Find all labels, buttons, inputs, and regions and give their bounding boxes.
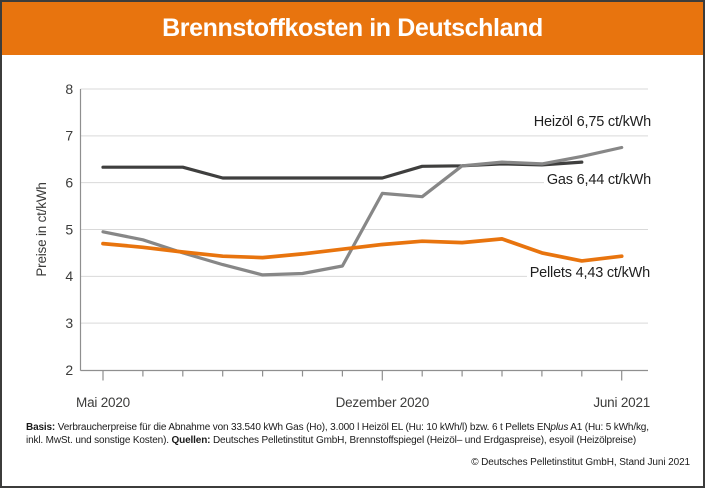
text-segment: Basis: (26, 422, 56, 433)
series-line-pellets (101, 237, 624, 263)
svg-text:Dezember 2020: Dezember 2020 (336, 395, 429, 410)
axes (79, 89, 648, 381)
text-segment: Verbraucherpreise für die Abnahme von 33… (55, 422, 551, 433)
text-segment: inkl. MwSt. und sonstige Kosten). (26, 435, 172, 446)
text-segment: Deutsches Pelletinstitut GmbH, Brennstof… (210, 435, 637, 446)
text-segment: A1 (Hu: 5 kWh/kg, (568, 422, 649, 433)
series-label-heizoel: Heizöl 6,75 ct/kWh (530, 114, 654, 131)
source-note-line-2: inkl. MwSt. und sonstige Kosten). Quelle… (26, 435, 636, 447)
series-line-heizöl (101, 145, 624, 277)
svg-text:5: 5 (65, 221, 73, 237)
svg-text:4: 4 (65, 268, 73, 284)
copyright-note: © Deutsches Pelletinstitut GmbH, Stand J… (471, 457, 690, 468)
series-label-gas: Gas 6,44 ct/kWh (543, 172, 654, 189)
svg-text:2: 2 (65, 362, 73, 378)
svg-text:7: 7 (65, 128, 73, 144)
source-note-line-1: Basis: Verbraucherpreise für die Abnahme… (26, 422, 649, 434)
title-bar: Brennstoffkosten in Deutschland (2, 2, 703, 55)
svg-text:6: 6 (65, 174, 73, 190)
series-label-pellets: Pellets 4,43 ct/kWh (526, 265, 653, 282)
text-segment: Quellen: (171, 435, 211, 446)
text-segment: plus (550, 422, 569, 433)
page-title: Brennstoffkosten in Deutschland (162, 14, 543, 42)
y-axis-title: Preise in ct/kWh (34, 182, 49, 276)
svg-text:8: 8 (65, 81, 73, 97)
svg-text:Mai 2020: Mai 2020 (76, 395, 130, 410)
series-line-gas (101, 160, 584, 180)
svg-text:Juni 2021: Juni 2021 (593, 395, 650, 410)
y-tick-labels: 2 3 4 5 6 7 8 (65, 81, 73, 378)
x-tick-labels: Mai 2020 Dezember 2020 Juni 2021 (76, 395, 650, 410)
svg-text:3: 3 (65, 315, 73, 331)
